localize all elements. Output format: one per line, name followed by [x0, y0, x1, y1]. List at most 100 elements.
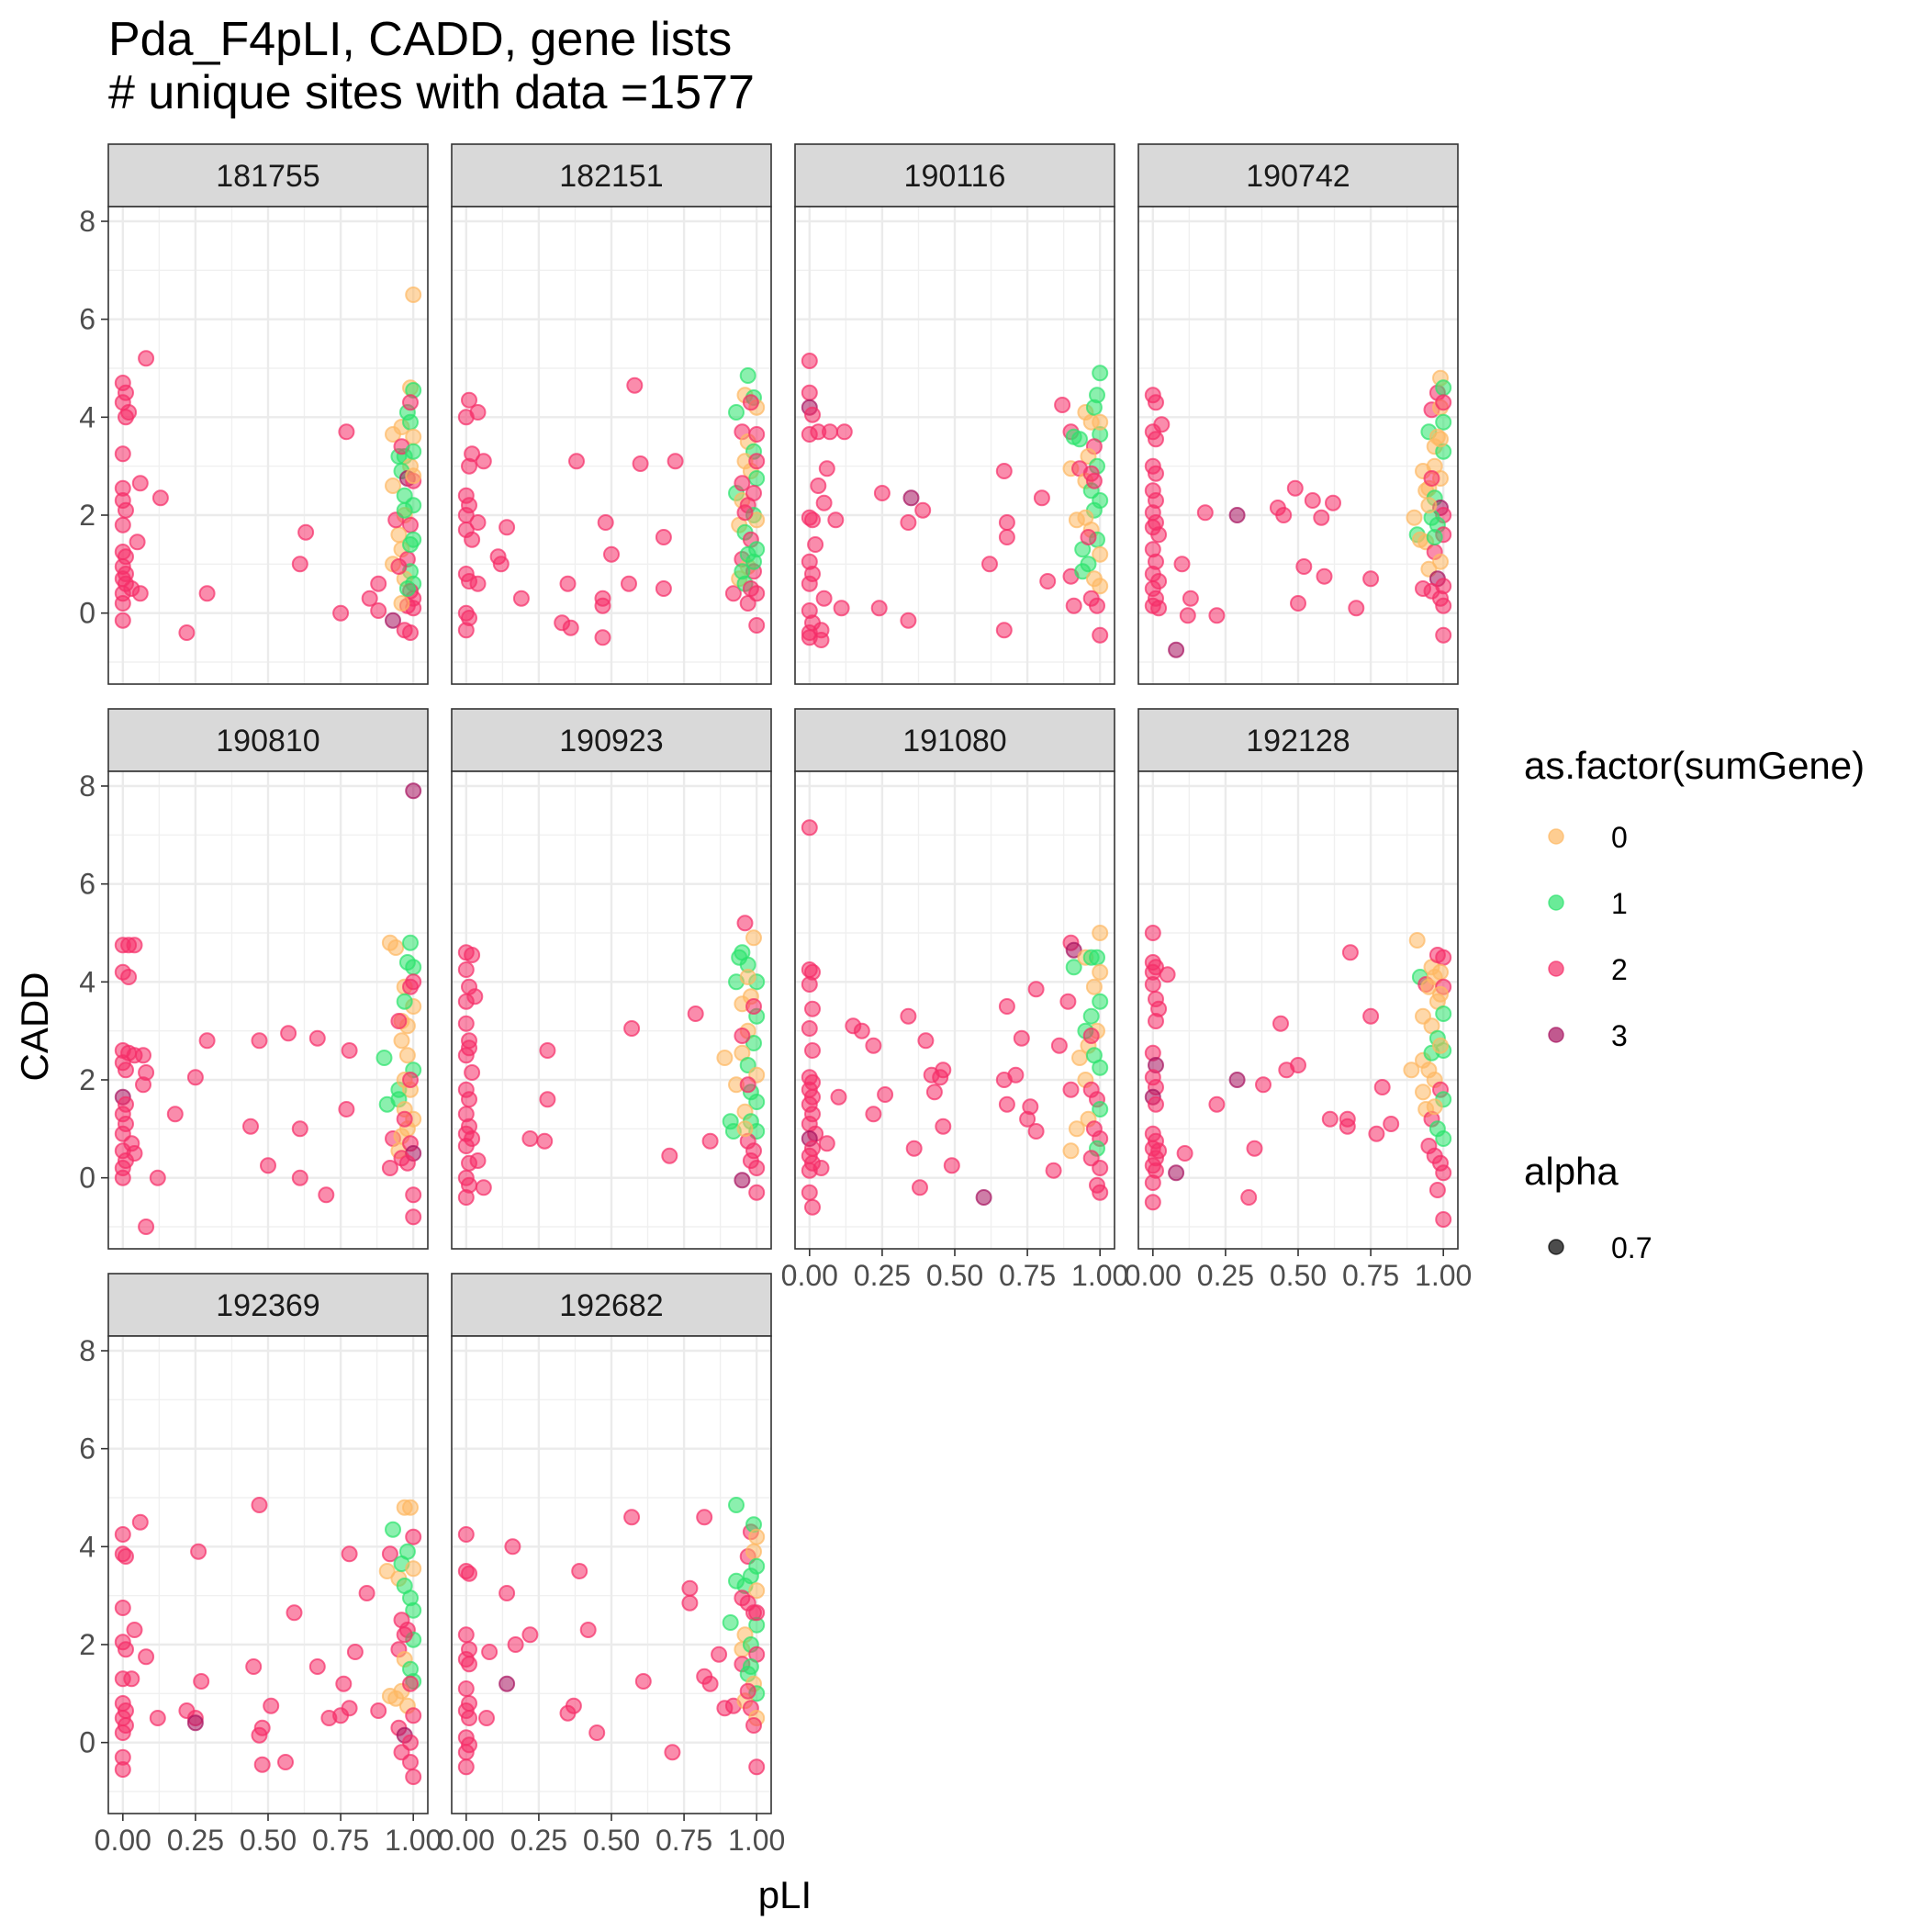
data-point [1148, 1013, 1164, 1029]
data-point [748, 1528, 766, 1545]
data-point [565, 1697, 582, 1714]
data-point [308, 1658, 326, 1675]
data-point [815, 494, 833, 511]
data-point [815, 590, 833, 607]
legend-label: 0 [1611, 821, 1628, 854]
facet-panel-192682: 192682 0.00 0.25 0.50 0.75 1.00 [438, 1273, 785, 1857]
facet-strip-label: 181755 [216, 159, 319, 194]
data-point [521, 1130, 539, 1147]
x-tick-label: 0.75 [312, 1824, 369, 1857]
data-point [801, 819, 818, 837]
data-point [1325, 494, 1341, 511]
facet-strip [1137, 143, 1459, 208]
data-point [131, 475, 149, 492]
data-point [1059, 993, 1077, 1010]
y-axis-title: CADD [13, 972, 56, 1081]
data-point [1208, 607, 1226, 624]
x-axis-title: pLI [758, 1873, 812, 1916]
data-point [1426, 529, 1443, 545]
legend-label: 2 [1611, 953, 1628, 986]
data-point [1022, 1098, 1039, 1116]
data-point [865, 1037, 882, 1054]
data-point [835, 423, 853, 441]
legend-alpha-key [1548, 1239, 1564, 1255]
data-point [539, 1091, 556, 1108]
data-point [579, 1622, 597, 1638]
data-point [748, 1184, 766, 1201]
data-point [917, 1032, 935, 1050]
data-point [405, 1769, 422, 1785]
data-point [1082, 1007, 1100, 1025]
data-point [457, 1626, 475, 1644]
data-point [1027, 1123, 1045, 1140]
data-point [998, 1095, 1015, 1113]
data-point [681, 1594, 699, 1612]
data-point [1176, 1145, 1193, 1162]
data-point [1435, 626, 1452, 644]
data-point [634, 1673, 652, 1690]
data-point [745, 929, 762, 947]
data-point [1148, 431, 1164, 448]
y-tick-label: 2 [79, 1628, 95, 1661]
data-point [1173, 556, 1191, 573]
data-point [1068, 1120, 1085, 1138]
data-point [571, 1563, 588, 1579]
data-point [833, 600, 850, 617]
data-point [1050, 1037, 1068, 1054]
data-point [478, 1710, 495, 1726]
data-point [1089, 949, 1105, 966]
data-point [1080, 529, 1097, 545]
data-point [457, 1744, 475, 1761]
data-point [405, 1208, 422, 1226]
data-point [457, 1015, 475, 1032]
data-point [905, 1140, 923, 1157]
data-point [118, 501, 134, 519]
data-point [114, 1761, 131, 1778]
data-point [739, 367, 756, 384]
data-point [736, 504, 754, 522]
data-point [748, 426, 766, 443]
data-point [734, 563, 751, 580]
data-point [1435, 394, 1452, 411]
facet-panels: 181755 0 2 4 6 8 182151 190116 190742 190810 0 2 4 6 8… [79, 143, 1472, 1857]
data-point [739, 1682, 756, 1700]
data-point [499, 1585, 516, 1601]
y-tick-label: 8 [79, 769, 95, 803]
facet-strip [1137, 708, 1459, 772]
y-tick-label: 4 [79, 1530, 95, 1563]
data-point [1255, 1076, 1272, 1094]
data-point [346, 1644, 364, 1660]
data-point [457, 993, 475, 1010]
data-point [1065, 941, 1082, 959]
data-point [1092, 963, 1109, 981]
data-point [402, 1754, 419, 1770]
data-point [1362, 570, 1380, 588]
data-point [390, 558, 408, 575]
data-point [123, 1670, 140, 1688]
data-point [748, 453, 766, 470]
data-point [405, 1186, 422, 1204]
legend-item-2: 2 [1548, 953, 1628, 986]
facet-panel-192128: 192128 0.00 0.25 0.50 0.75 1.00 [1125, 708, 1472, 1292]
data-point [1435, 379, 1452, 397]
data-point [1092, 925, 1109, 941]
data-point [135, 1047, 151, 1064]
data-point [912, 1179, 928, 1196]
x-tick-label: 1.00 [728, 1824, 785, 1857]
x-tick-label: 0.00 [438, 1824, 495, 1857]
data-point [748, 1604, 766, 1622]
data-point [870, 600, 888, 617]
data-point [810, 477, 827, 494]
data-point [338, 423, 355, 441]
data-point [1406, 509, 1423, 526]
data-point [457, 622, 475, 639]
data-point [332, 604, 350, 622]
data-point [387, 939, 405, 956]
y-tick-label: 6 [79, 303, 95, 336]
data-point [149, 1710, 166, 1726]
data-point [995, 622, 1013, 639]
data-point [981, 556, 998, 573]
data-point [263, 1697, 280, 1714]
data-point [396, 1626, 413, 1644]
data-point [512, 590, 530, 607]
